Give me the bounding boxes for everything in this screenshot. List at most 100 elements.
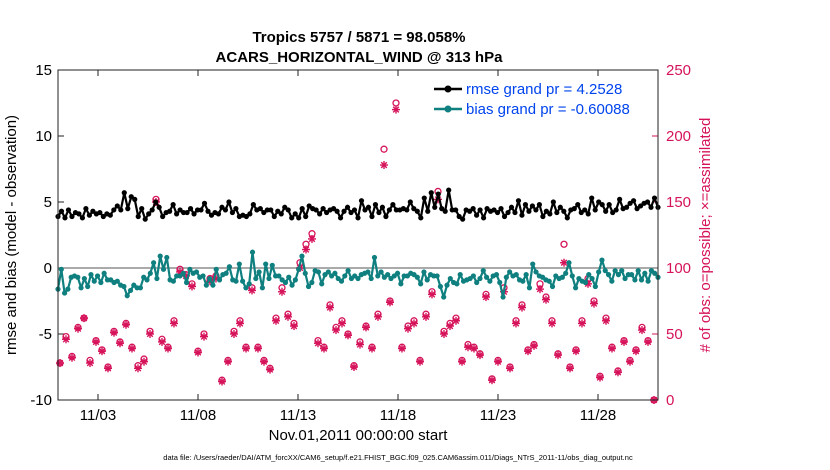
rmse-point [337, 215, 344, 221]
rmse-point [334, 208, 340, 214]
bias-point [170, 278, 176, 284]
obs-assimilated-marker [440, 330, 448, 338]
bias-point [249, 249, 256, 255]
bias-point [342, 273, 348, 279]
rmse-point [289, 215, 295, 221]
obs-assimilated-marker [134, 364, 142, 373]
bias-point [398, 281, 404, 287]
obs-assimilated-marker [344, 331, 352, 340]
obs-assimilated-marker [356, 340, 364, 349]
obs-assimilated-marker [350, 363, 358, 371]
rmse-point [69, 213, 75, 220]
bias-point [216, 277, 223, 283]
obs-assimilated-marker [644, 337, 652, 346]
rmse-point [146, 211, 152, 217]
obs-assimilated-marker [56, 359, 64, 368]
series-lines [55, 187, 661, 300]
obs-assimilated-marker [104, 364, 112, 373]
rmse-point [365, 204, 372, 210]
bias-point [259, 285, 265, 291]
rmse-point [62, 215, 68, 221]
bias-point [503, 274, 509, 280]
bias-point [365, 269, 371, 275]
x-tick-label: 11/18 [380, 407, 416, 424]
legend-box [428, 76, 656, 120]
rmse-point [121, 190, 127, 196]
bias-point [549, 283, 556, 290]
bias-point [183, 279, 190, 286]
bias-point [157, 253, 163, 259]
y2-tick-label: 200 [666, 128, 691, 145]
bias-point [563, 270, 569, 276]
rmse-point [508, 204, 515, 210]
rmse-point [414, 208, 420, 214]
obs-assimilated-marker [446, 322, 454, 331]
rmse-point [480, 215, 487, 221]
y-tick-label: 10 [35, 128, 52, 145]
obs-assimilated-marker [494, 357, 502, 366]
rmse-point [153, 199, 159, 205]
bias-point [309, 279, 315, 286]
rmse-point [505, 209, 511, 216]
obs-assimilated-marker [566, 364, 574, 373]
obs-assimilated-marker [188, 282, 196, 291]
rmse-point [111, 207, 117, 213]
rmse-point [341, 208, 347, 214]
rmse-point [526, 208, 532, 214]
legend-rmse-label: rmse grand pr = 4.2528 [466, 81, 622, 98]
bias-point [487, 278, 493, 284]
x-tick-label: 11/03 [80, 407, 116, 424]
y2-tick-label: 250 [666, 62, 691, 79]
x-tick-label: 11/13 [280, 407, 316, 424]
obs-assimilated-marker [164, 344, 172, 353]
rmse-point [201, 200, 208, 206]
bias-point [127, 287, 134, 294]
bias-point [213, 266, 219, 272]
bias-point [414, 274, 420, 280]
obs-assimilated-marker [194, 348, 202, 357]
rmse-point [250, 202, 256, 208]
obs-assimilated-marker [140, 357, 148, 366]
rmse-point [589, 195, 595, 201]
obs-possible-marker [560, 240, 568, 248]
bias-point [187, 266, 193, 272]
obs-assimilated-marker [410, 319, 418, 328]
bias-point [58, 266, 64, 272]
obs-assimilated-marker [398, 344, 406, 353]
bias-point [243, 285, 249, 291]
rmse-point [198, 207, 204, 213]
bias-point [305, 283, 312, 290]
bias-point [520, 278, 526, 284]
bias-point [566, 260, 572, 266]
rmse-point [606, 202, 612, 208]
rmse-point [554, 209, 560, 216]
obs-assimilated-marker [116, 339, 124, 348]
bias-point [78, 285, 84, 291]
legend: rmse grand pr = 4.2528 bias grand pr = -… [428, 76, 656, 120]
rmse-point [529, 203, 536, 209]
bias-point [454, 281, 460, 287]
bias-point [635, 268, 641, 274]
bias-point [246, 281, 252, 287]
bias-point [444, 282, 450, 288]
rmse-point [149, 207, 155, 213]
rmse-point [226, 199, 232, 205]
bias-point [559, 274, 565, 280]
obs-assimilated-marker [98, 347, 106, 356]
rmse-point [247, 211, 253, 217]
bias-point [599, 257, 605, 263]
y2-tick-label: 150 [666, 194, 691, 211]
rmse-point [285, 207, 291, 213]
rmse-point [271, 213, 277, 220]
obs-assimilated-marker [266, 365, 274, 374]
obs-assimilated-marker [326, 303, 334, 312]
obs-assimilated-marker [62, 335, 70, 344]
rmse-point [58, 208, 65, 214]
bias-point [154, 275, 160, 282]
y2-axis-label: # of obs: o=possible; ×=assimilated [697, 118, 714, 353]
rmse-point [257, 206, 263, 212]
obs-assimilated-marker [626, 357, 634, 366]
obs-assimilated-marker [536, 285, 544, 294]
bias-point [88, 272, 94, 278]
